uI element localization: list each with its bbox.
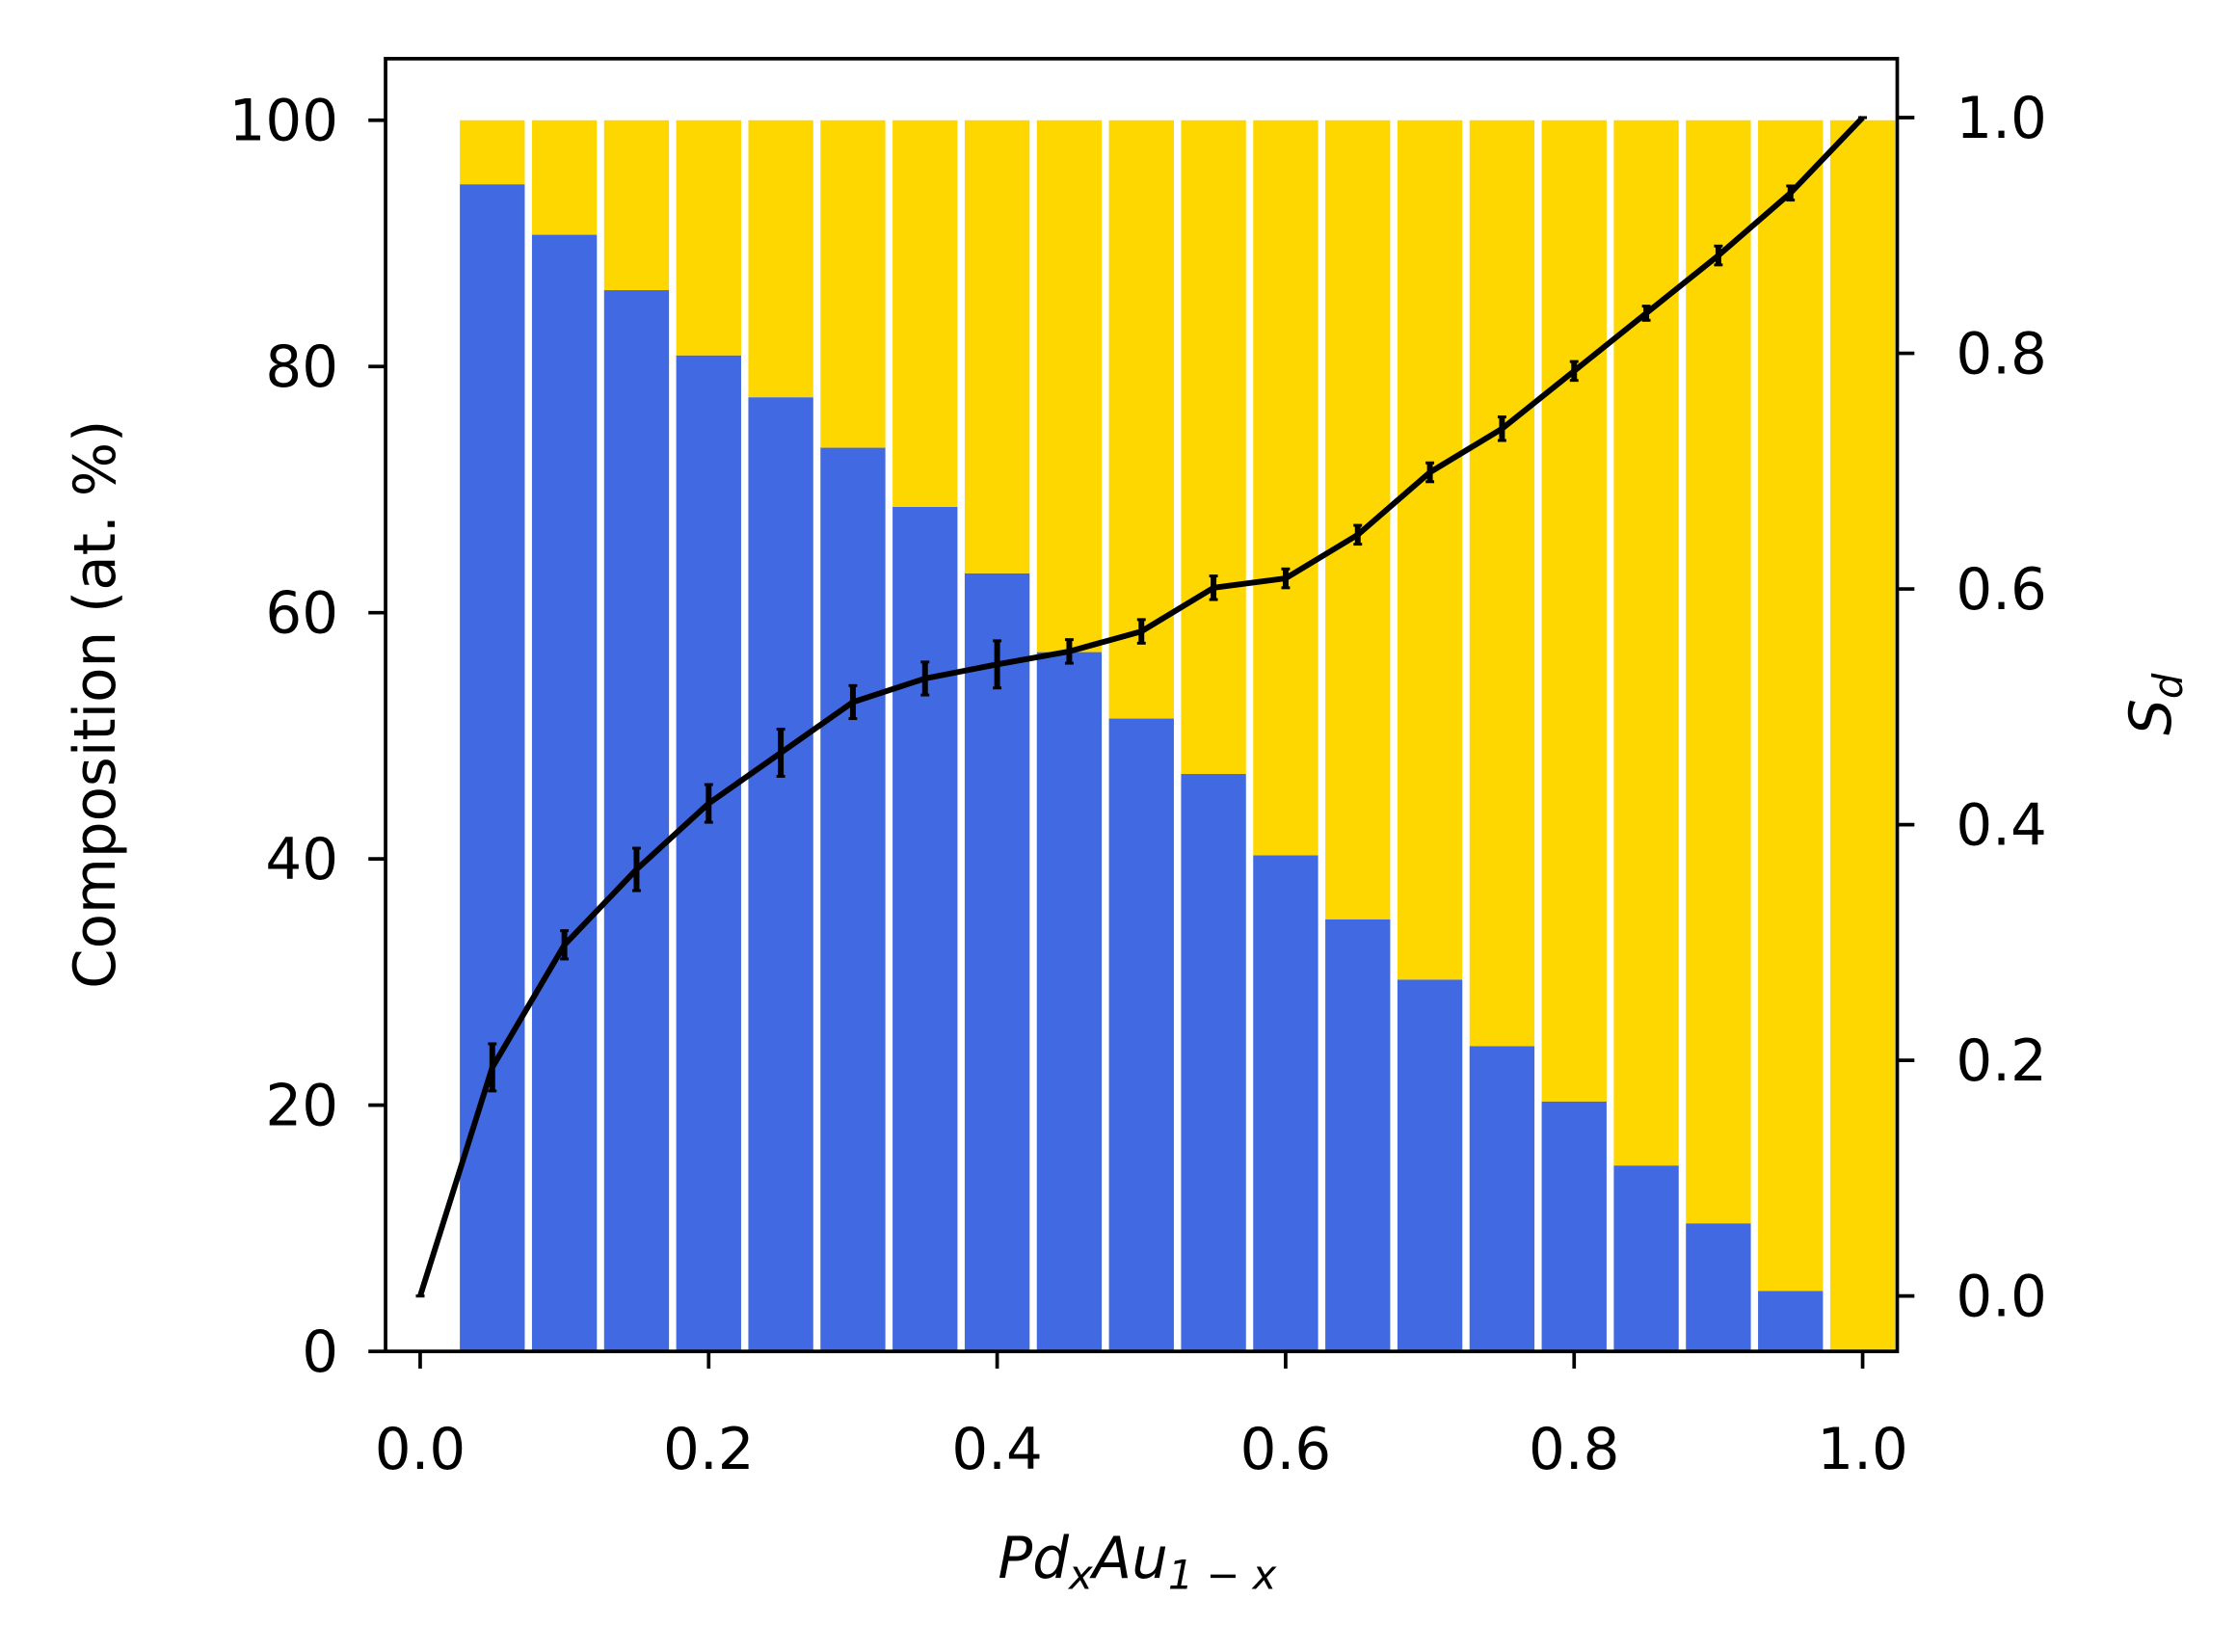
y-tick-label: 80	[265, 334, 338, 401]
y2-tick-label: 0.8	[1956, 321, 2046, 387]
bar-segment	[676, 120, 741, 356]
bar-segment	[1108, 718, 1174, 1352]
bar-segment	[531, 234, 598, 1352]
y-tick-label: 100	[229, 89, 338, 155]
y-tick-label: 40	[265, 827, 338, 893]
error-bar	[560, 929, 570, 961]
error-bar	[488, 1042, 497, 1093]
y-tick-label: 0	[302, 1319, 338, 1386]
bar-segment	[1758, 120, 1824, 1292]
x-tick-label: 1.0	[1817, 1417, 1907, 1483]
error-bar	[1281, 567, 1291, 590]
bar-segment	[964, 573, 1030, 1352]
bar-segment	[1397, 120, 1463, 980]
bar-segment	[1181, 120, 1246, 775]
y-tick-label: 60	[265, 580, 338, 647]
y2-tick-label: 0.2	[1956, 1028, 2046, 1095]
bar-segment	[1253, 855, 1318, 1352]
bar-segment	[460, 184, 525, 1352]
bar-segment	[676, 355, 741, 1352]
bar-segment	[1397, 979, 1463, 1352]
x-axis-label-part: 1 − x	[1168, 1552, 1277, 1599]
bar-segment	[460, 120, 525, 185]
error-bar	[1641, 305, 1651, 322]
bar-segment	[1613, 120, 1679, 1166]
y2-tick-label: 1.0	[1956, 86, 2046, 152]
bar-segment	[820, 447, 886, 1352]
error-bar	[920, 660, 930, 697]
error-bar	[1064, 638, 1074, 665]
y2-axis-label-part: d	[2144, 673, 2192, 699]
bar-segment	[892, 120, 958, 507]
bar-segment	[1036, 652, 1103, 1352]
error-bar	[704, 783, 713, 824]
y-axis-label: Composition (at. %)	[63, 420, 129, 989]
error-bar	[1209, 574, 1218, 601]
bar-segment	[1758, 1291, 1824, 1352]
x-axis-label-part: Pd	[998, 1526, 1069, 1592]
error-bar	[1353, 523, 1363, 546]
bar-segment	[1325, 919, 1391, 1352]
x-axis-label-part: Au	[1089, 1526, 1168, 1592]
error-bar	[776, 728, 786, 778]
bar-segment	[1469, 1046, 1535, 1352]
y2-tick-label: 0.0	[1956, 1264, 2046, 1330]
y2-tick-label: 0.6	[1956, 557, 2046, 624]
bar-segment	[1253, 120, 1318, 856]
y2-axis-label: Sd	[2118, 673, 2192, 735]
bar-segment	[1469, 120, 1535, 1047]
bar-segment	[1686, 1223, 1751, 1352]
bar-segment	[1325, 120, 1391, 919]
bar-segment	[1613, 1165, 1679, 1352]
bar-segment	[892, 506, 958, 1352]
error-bar	[1497, 415, 1506, 442]
error-bar	[1569, 360, 1579, 383]
error-bar	[1425, 461, 1435, 484]
bar-segment	[748, 397, 813, 1352]
error-bar	[848, 683, 858, 721]
error-bar	[1786, 184, 1796, 202]
x-tick-label: 0.8	[1529, 1417, 1619, 1483]
y2-tick-label: 0.4	[1956, 792, 2046, 859]
bar-segment	[748, 120, 813, 398]
bar-segment	[1829, 120, 1896, 1352]
y-tick-label: 20	[265, 1073, 338, 1139]
bar-segment	[820, 120, 886, 448]
x-tick-label: 0.4	[951, 1417, 1042, 1483]
bar-segment	[603, 120, 670, 291]
bar-segment	[1686, 120, 1751, 1224]
bar-segment	[1541, 120, 1607, 1102]
y2-axis-label-part: S	[2118, 699, 2185, 735]
x-tick-label: 0.0	[375, 1417, 466, 1483]
x-tick-label: 0.2	[663, 1417, 754, 1483]
error-bar	[631, 846, 641, 893]
error-bar	[1136, 618, 1146, 645]
x-axis-label-part: x	[1067, 1552, 1093, 1599]
bar-segment	[531, 120, 598, 235]
bar-segment	[1036, 120, 1103, 653]
bar-segment	[1181, 774, 1246, 1352]
plot-frame	[384, 57, 1900, 1353]
bar-segment	[1541, 1101, 1607, 1352]
x-axis-label: PdxAu1 − x	[998, 1526, 1276, 1599]
error-bar	[1714, 244, 1723, 267]
bar-segment	[964, 120, 1030, 573]
error-bar	[993, 639, 1002, 690]
x-tick-label: 0.6	[1240, 1417, 1331, 1483]
bar-segment	[603, 290, 670, 1352]
